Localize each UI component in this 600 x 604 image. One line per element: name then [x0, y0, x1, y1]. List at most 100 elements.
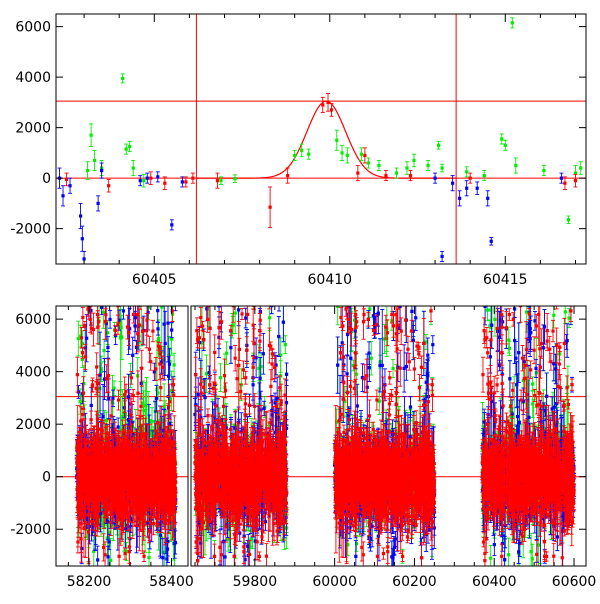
blue-data-point: [117, 425, 120, 428]
blue-data-point: [68, 184, 71, 187]
blue-data-point: [134, 316, 137, 319]
blue-data-point: [111, 397, 114, 400]
red-data-point: [149, 177, 152, 180]
blue-data-point: [165, 557, 168, 560]
red-data-point: [65, 178, 68, 181]
blue-data-point: [97, 202, 100, 205]
green-data-point: [360, 153, 363, 156]
blue-data-point: [168, 363, 171, 366]
green-data-point: [106, 536, 109, 539]
blue-data-point: [133, 324, 136, 327]
green-data-point: [86, 169, 89, 172]
green-data-point: [121, 77, 124, 80]
blue-data-point: [440, 255, 443, 258]
red-data-point: [409, 174, 412, 177]
green-data-point: [293, 154, 296, 157]
green-data-point: [412, 159, 415, 162]
green-data-point: [77, 337, 80, 340]
green-data-point: [172, 363, 175, 366]
blue-data-point: [146, 177, 149, 180]
blue-data-point: [173, 542, 176, 545]
red-data-point: [384, 174, 387, 177]
blue-data-point: [159, 534, 162, 537]
blue-data-point: [90, 404, 93, 407]
green-data-point: [89, 134, 92, 137]
model-curve: [196, 101, 456, 178]
red-data-point: [191, 177, 194, 180]
green-data-point: [340, 151, 343, 154]
y-tick-label: 2000: [15, 121, 51, 137]
blue-data-point: [96, 558, 99, 561]
red-data-point: [363, 154, 366, 157]
blue-data-point: [131, 354, 134, 357]
blue-data-point: [101, 415, 104, 418]
red-data-point: [286, 174, 289, 177]
blue-data-point: [79, 214, 82, 217]
green-data-point: [395, 171, 398, 174]
red-data-point: [107, 184, 110, 187]
red-data-point: [104, 313, 107, 316]
green-data-point: [405, 166, 408, 169]
green-data-point: [514, 164, 517, 167]
blue-data-point: [486, 197, 489, 200]
green-data-point: [156, 391, 159, 394]
blue-data-point: [108, 540, 111, 543]
red-data-point: [356, 171, 359, 174]
green-data-point: [102, 349, 105, 352]
red-data-point: [326, 101, 329, 104]
green-data-point: [567, 218, 570, 221]
green-data-point: [111, 424, 114, 427]
blue-data-point: [174, 303, 177, 306]
blue-data-point: [156, 327, 159, 330]
green-data-point: [465, 170, 468, 173]
blue-data-point: [156, 175, 159, 178]
red-data-point: [574, 179, 577, 182]
red-data-point: [563, 182, 566, 185]
x-tick-label: 60410: [308, 272, 353, 288]
x-tick-label: 60415: [483, 272, 528, 288]
blue-data-point: [61, 194, 64, 197]
blue-data-point: [140, 382, 143, 385]
red-data-point: [321, 103, 324, 106]
green-data-point: [120, 326, 123, 329]
green-data-point: [142, 179, 145, 182]
green-data-point: [500, 137, 503, 140]
blue-data-point: [433, 177, 436, 180]
red-data-point: [163, 182, 166, 185]
blue-data-point: [164, 342, 167, 345]
red-data-point: [269, 206, 272, 209]
blue-data-point: [490, 240, 493, 243]
red-data-point: [469, 177, 472, 180]
green-data-point: [307, 153, 310, 156]
green-data-point: [437, 144, 440, 147]
green-data-point: [147, 556, 150, 559]
green-data-point: [504, 144, 507, 147]
blue-data-point: [127, 395, 130, 398]
red-data-point: [89, 418, 92, 421]
green-data-point: [542, 169, 545, 172]
green-data-point: [483, 174, 486, 177]
top-plot-area: [56, 14, 586, 267]
green-data-point: [105, 419, 108, 422]
red-data-point: [330, 108, 333, 111]
green-data-point: [109, 559, 112, 562]
x-tick-label: 60405: [132, 272, 177, 288]
y-tick-label: 4000: [15, 70, 51, 86]
green-data-point: [367, 161, 370, 164]
blue-data-point: [166, 322, 169, 325]
green-data-point: [120, 336, 123, 339]
green-data-point: [125, 148, 128, 151]
green-data-point: [440, 166, 443, 169]
blue-data-point: [451, 182, 454, 185]
blue-data-point: [107, 555, 110, 558]
bottom-plot-area-0: [56, 261, 188, 582]
red-data-point: [81, 351, 84, 354]
green-data-point: [346, 154, 349, 157]
blue-data-point: [155, 397, 158, 400]
blue-data-point: [170, 328, 173, 331]
green-data-point: [219, 179, 222, 182]
green-data-point: [579, 166, 582, 169]
